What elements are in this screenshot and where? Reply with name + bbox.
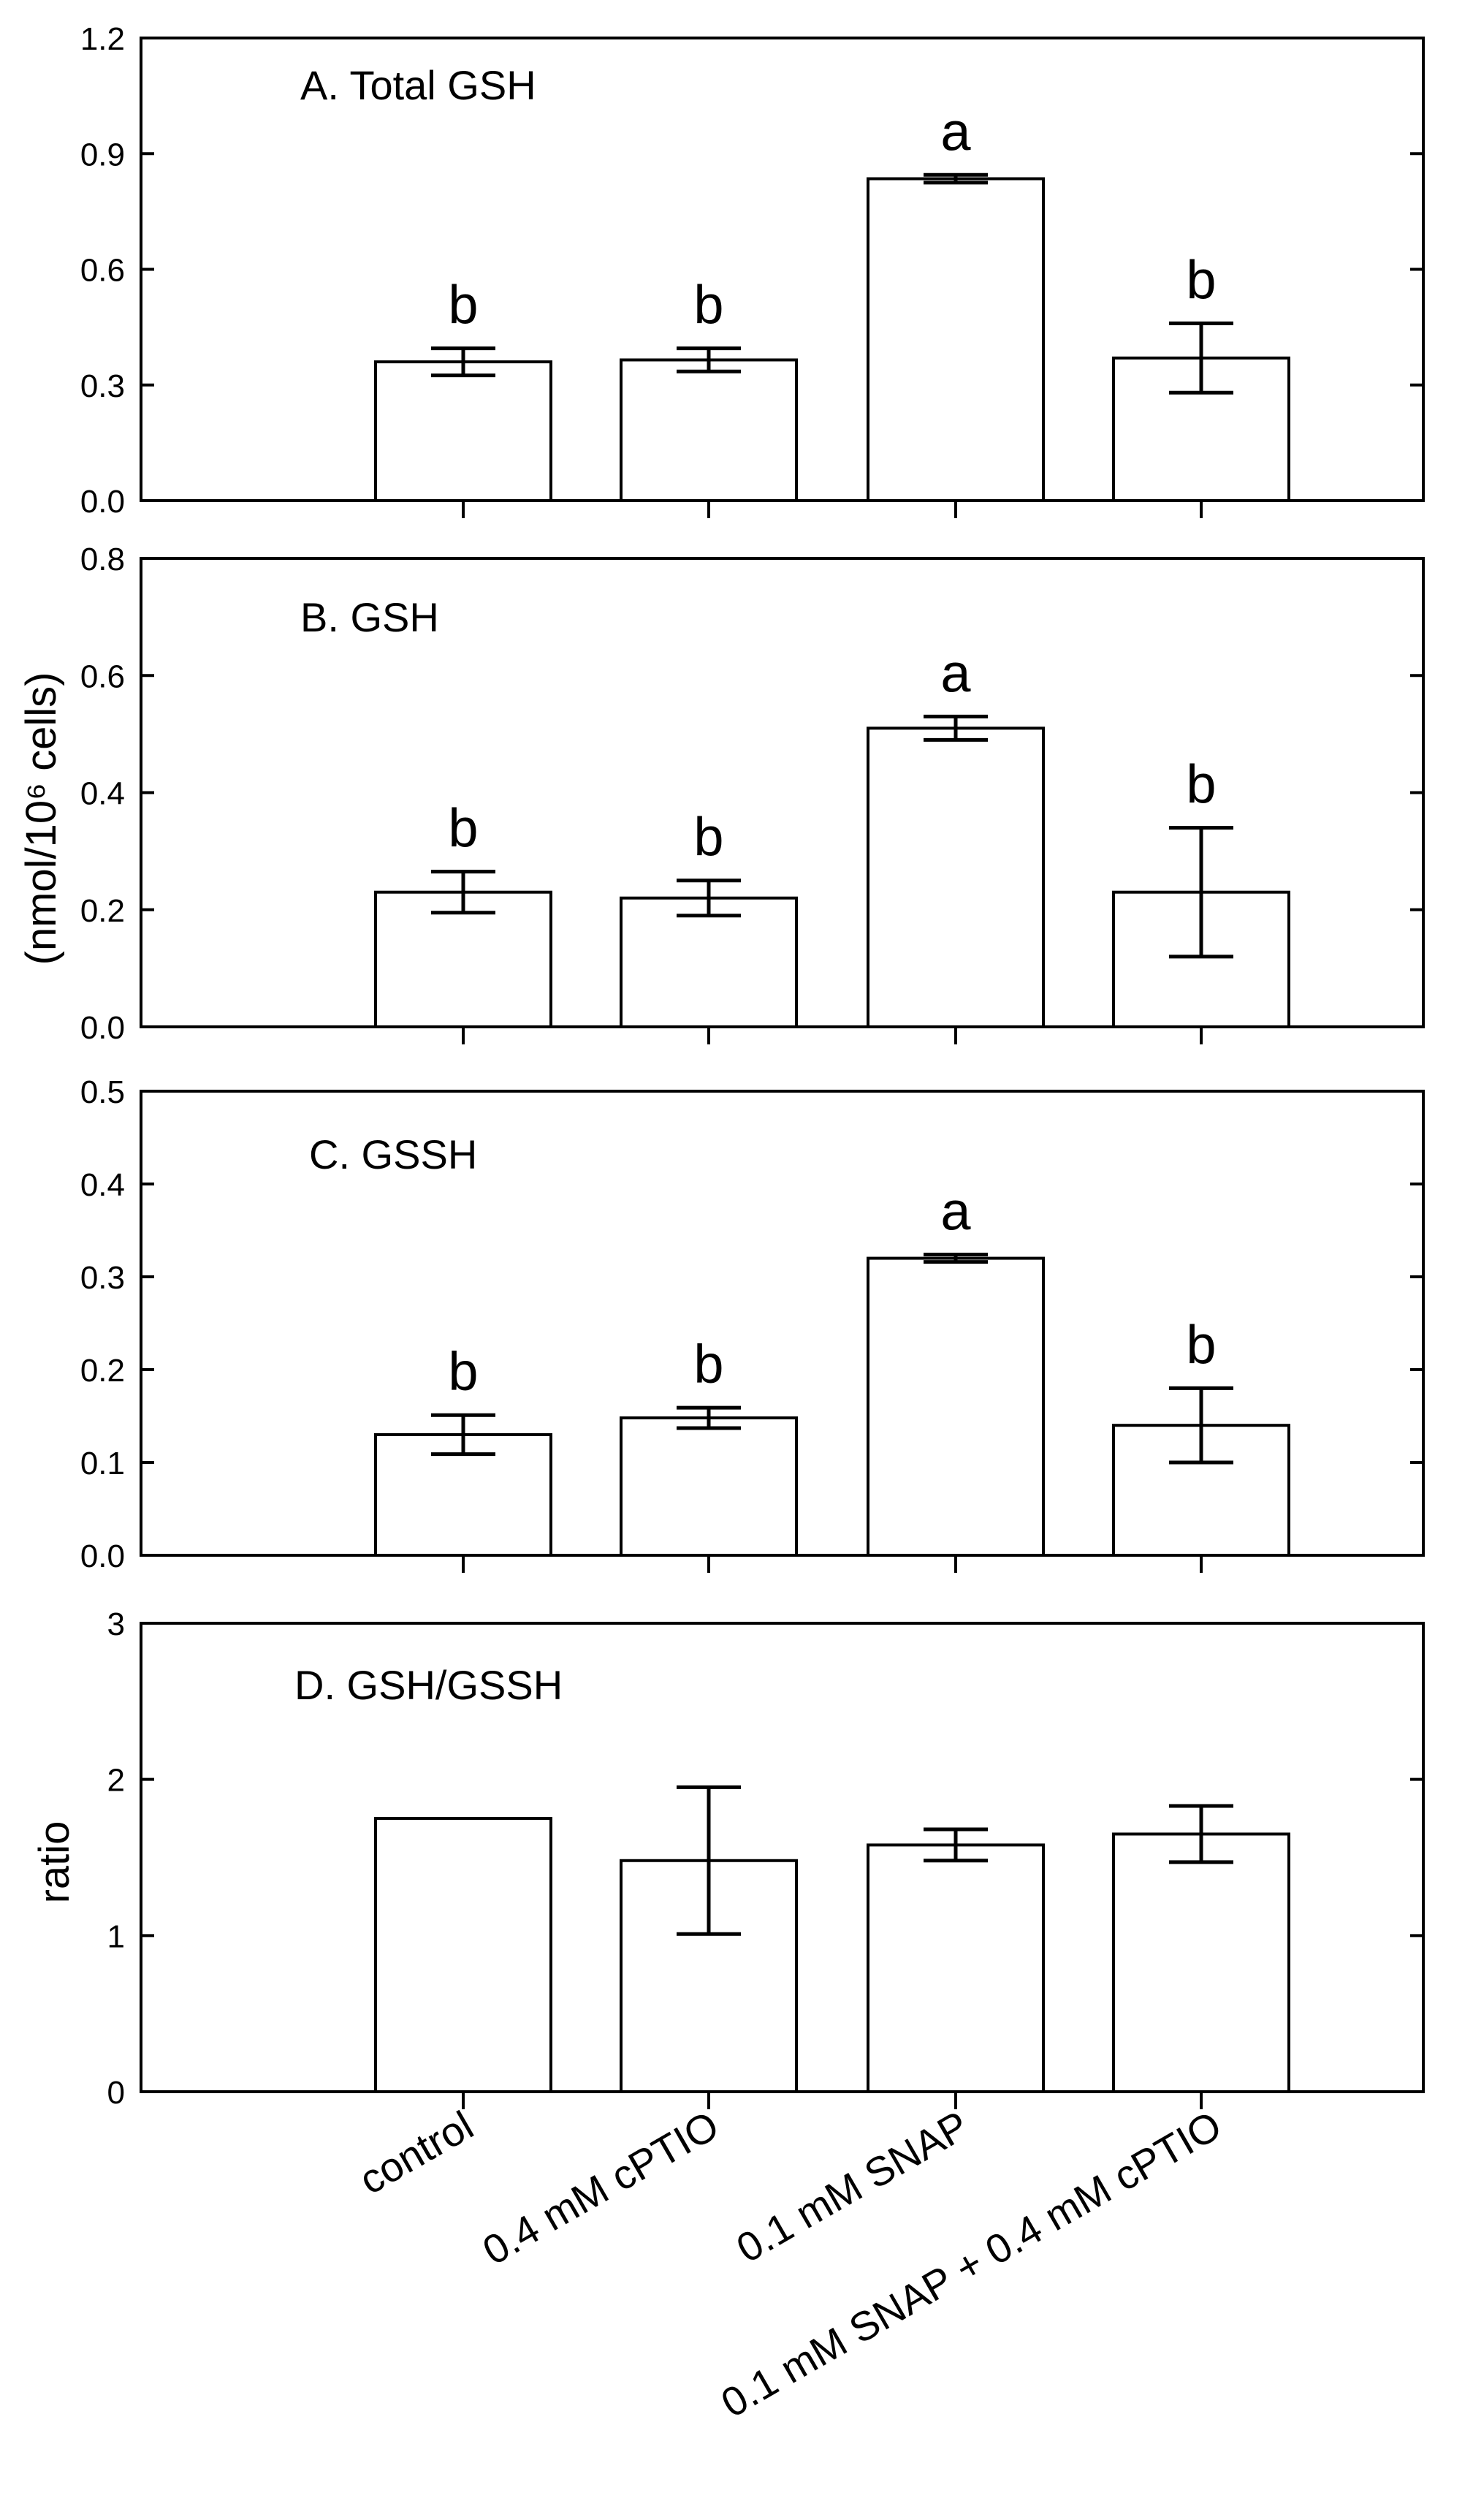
panel-a-ytick-label: 0.3 (80, 368, 125, 404)
panel-b-significance-snap: a (940, 642, 971, 703)
panel-d-ytick-label: 2 (107, 1763, 125, 1799)
panel-d-title: D. GSH/GSSH (294, 1662, 563, 1708)
panel-c-ytick-label: 0.3 (80, 1260, 125, 1296)
panel-a-ytick-label: 0.6 (80, 253, 125, 289)
panel-b-ytick-label: 0.6 (80, 659, 125, 694)
panel-b-significance-control: b (448, 798, 478, 859)
panel-a-significance-snap: a (940, 101, 971, 162)
x-category-label-snap-cptio: 0.1 mM SNAP + 0.4 mM cPTIO (713, 2102, 1229, 2426)
panel-b-bar-snap (867, 726, 1045, 1028)
panel-b-ytick-label: 0.2 (80, 893, 125, 929)
panel-a-significance-snap-cptio: b (1186, 249, 1216, 310)
panel-a-bar-control (374, 360, 552, 502)
panel-c-significance-snap: a (940, 1181, 971, 1242)
panel-c-significance-control: b (448, 1341, 478, 1402)
panel-d-ylabel: ratio (31, 1821, 78, 1904)
panel-b-title: B. GSH (300, 594, 439, 640)
panel-b-significance-cptio: b (693, 807, 723, 868)
panel-a-ytick-label: 0.9 (80, 137, 125, 172)
panel-c-ytick-label: 0.2 (80, 1353, 125, 1389)
shared-ylabel: (nmol/10⁶ cells) (18, 672, 65, 965)
panel-c-significance-cptio: b (693, 1334, 723, 1394)
panel-b-ytick-label: 0.4 (80, 776, 125, 812)
panel-a-significance-control: b (448, 275, 478, 335)
panel-c-ytick-label: 0.4 (80, 1167, 125, 1203)
panel-a-significance-cptio: b (693, 275, 723, 335)
x-category-label-cptio: 0.4 mM cPTIO (475, 2102, 726, 2274)
panel-c-ytick-label: 0.5 (80, 1074, 125, 1110)
panel-b-bar-control (374, 890, 552, 1029)
panel-d-bar-control (374, 1817, 552, 2093)
panel-b-ytick-label: 0.0 (80, 1010, 125, 1046)
panel-c-significance-snap-cptio: b (1186, 1314, 1216, 1375)
panel-b-ytick-label: 0.8 (80, 542, 125, 577)
panel-c-title: C. GSSH (309, 1131, 477, 1177)
panel-a-title: A. Total GSH (300, 62, 536, 108)
panel-b-significance-snap-cptio: b (1186, 754, 1216, 815)
panel-d-ytick-label: 0 (107, 2075, 125, 2111)
panel-a-bar-cptio (620, 358, 798, 502)
panel-d-ytick-label: 1 (107, 1919, 125, 1954)
panel-b-bar-cptio (620, 896, 798, 1028)
x-category-label-control: control (351, 2102, 481, 2204)
x-category-label-snap: 0.1 mM SNAP (728, 2102, 976, 2272)
panel-d-bar-snap (867, 1843, 1045, 2094)
panel-a-ytick-label: 0.0 (80, 484, 125, 520)
panel-a-bar-snap (867, 177, 1045, 502)
panel-c-bar-cptio (620, 1416, 798, 1557)
panel-c-bar-snap (867, 1256, 1045, 1557)
panel-d-bar-snap-cptio (1112, 1832, 1290, 2093)
panel-c-ytick-label: 0.1 (80, 1446, 125, 1481)
panel-c-ytick-label: 0.0 (80, 1538, 125, 1574)
panel-d-ytick-label: 3 (107, 1606, 125, 1642)
panel-a-ytick-label: 1.2 (80, 21, 125, 57)
